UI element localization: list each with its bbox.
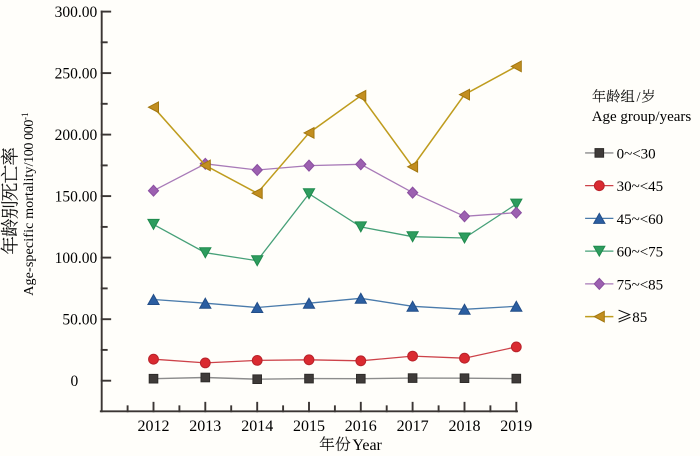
svg-text:Age-specific mortality/100 000: Age-specific mortality/100 000-1 xyxy=(20,112,37,295)
svg-text:/: / xyxy=(637,89,642,105)
svg-text:60~<75: 60~<75 xyxy=(617,245,664,261)
svg-text:2017: 2017 xyxy=(397,418,429,435)
svg-text:200.00: 200.00 xyxy=(55,127,98,144)
svg-text:2018: 2018 xyxy=(449,418,481,435)
svg-text:2012: 2012 xyxy=(138,418,170,435)
svg-text:Year: Year xyxy=(352,437,382,454)
svg-text:75~<85: 75~<85 xyxy=(617,277,664,293)
svg-text:300.00: 300.00 xyxy=(55,4,98,21)
svg-text:100.00: 100.00 xyxy=(55,250,98,267)
svg-text:150.00: 150.00 xyxy=(55,189,98,206)
svg-text:2015: 2015 xyxy=(293,418,325,435)
svg-text:250.00: 250.00 xyxy=(55,66,98,83)
svg-text:85: 85 xyxy=(632,310,647,326)
svg-text:45~<60: 45~<60 xyxy=(617,212,664,228)
svg-text:2016: 2016 xyxy=(345,418,377,435)
svg-text:2013: 2013 xyxy=(189,418,221,435)
svg-text:0~<30: 0~<30 xyxy=(617,146,656,162)
svg-text:30~<45: 30~<45 xyxy=(617,179,664,195)
svg-text:2019: 2019 xyxy=(500,418,532,435)
svg-text:50.00: 50.00 xyxy=(62,312,97,329)
svg-text:0: 0 xyxy=(71,373,79,390)
svg-text:2014: 2014 xyxy=(241,418,273,435)
svg-text:Age group/years: Age group/years xyxy=(592,109,692,125)
